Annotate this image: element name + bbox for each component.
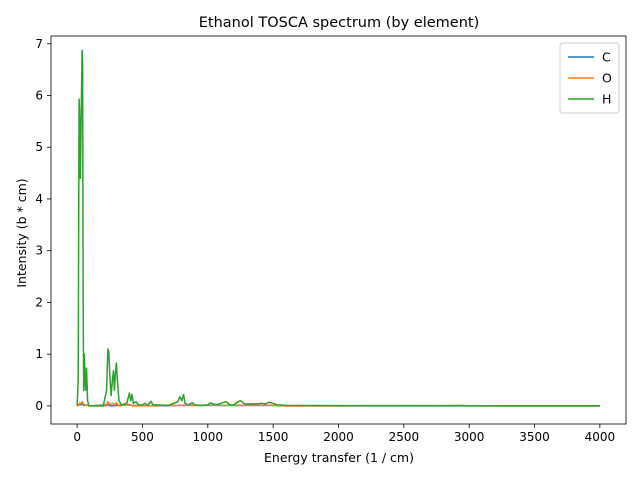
chart-title: Ethanol TOSCA spectrum (by element): [199, 15, 479, 31]
y-tick-label: 2: [35, 295, 43, 309]
series-line-H: [76, 49, 600, 407]
y-tick-label: 7: [35, 37, 43, 51]
legend-label-O: O: [602, 71, 612, 86]
y-tick-label: 1: [35, 347, 43, 361]
x-tick-label: 4000: [585, 430, 616, 444]
x-tick-label: 3500: [519, 430, 550, 444]
x-tick-label: 1000: [193, 430, 224, 444]
x-tick-label: 3000: [454, 430, 485, 444]
legend: COH: [559, 42, 620, 114]
x-tick-label: 0: [73, 430, 81, 444]
series-line-O: [76, 401, 600, 407]
x-tick-label: 500: [131, 430, 154, 444]
y-tick-label: 5: [35, 140, 43, 154]
plot-frame: [50, 35, 627, 425]
y-tick-label: 4: [35, 192, 43, 206]
y-tick-label: 3: [35, 244, 43, 258]
y-axis-label: Intensity (b * cm): [14, 178, 29, 287]
x-tick-label: 1500: [258, 430, 289, 444]
x-axis-label: Energy transfer (1 / cm): [264, 450, 414, 465]
x-tick-label: 2500: [389, 430, 420, 444]
y-tick-label: 0: [35, 399, 43, 413]
legend-label-C: C: [602, 50, 611, 65]
y-tick-label: 6: [35, 88, 43, 102]
series-group: [76, 49, 600, 407]
x-tick-label: 2000: [323, 430, 354, 444]
legend-label-H: H: [602, 92, 611, 107]
